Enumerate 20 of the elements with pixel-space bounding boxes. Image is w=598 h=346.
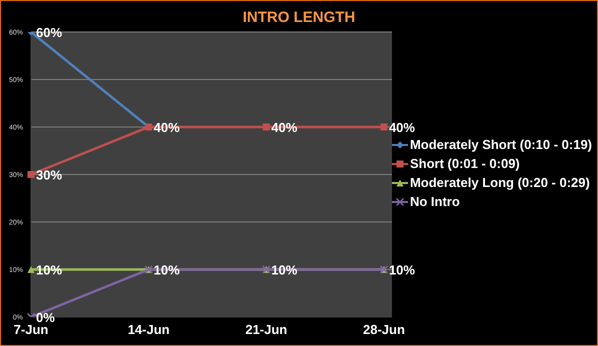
point [262,124,270,130]
point [380,124,388,130]
data-label: 60% [36,25,62,40]
data-label: 0% [36,310,56,325]
x-tick-label: 14-Jun [128,322,170,338]
data-label: 30% [36,168,62,182]
x-tick-label: 7-Jun [14,322,48,338]
data-label: 10% [271,262,298,278]
legend-label: No Intro [410,194,460,209]
data-label: 40% [388,120,416,135]
x-tick-label: 28-Jun [363,322,405,338]
point [28,171,34,178]
x-tick-label: 21-Jun [245,322,288,338]
legend-label: Short (0:01 - 0:09) [410,156,520,171]
legend-label: Moderately Short (0:10 - 0:19) [410,137,592,152]
chart-title: INTRO LENGTH [242,9,356,26]
data-label: 10% [388,262,416,278]
data-label: 10% [154,262,180,278]
legend-label: Moderately Long (0:20 - 0:29) [410,175,590,190]
point [28,266,34,273]
